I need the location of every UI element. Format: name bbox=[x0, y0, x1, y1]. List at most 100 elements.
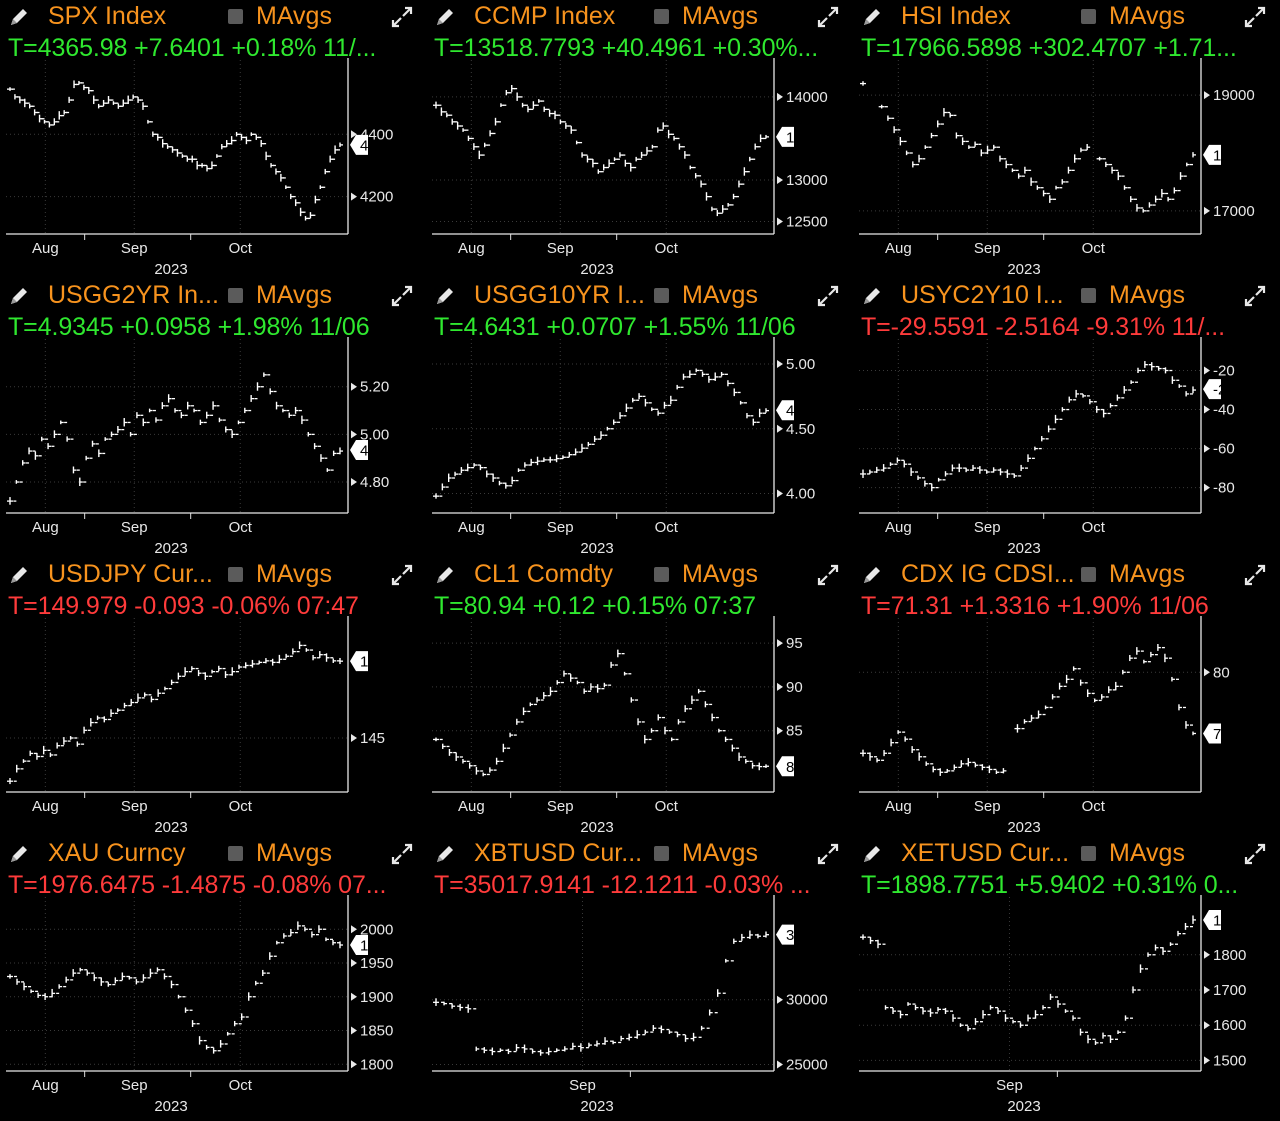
security-title[interactable]: XBTUSD Cur... bbox=[474, 839, 643, 867]
mavgs-label[interactable]: MAvgs bbox=[1109, 2, 1185, 30]
security-title[interactable]: CDX IG CDSI... bbox=[901, 560, 1075, 588]
expand-icon[interactable] bbox=[1242, 841, 1268, 867]
mavgs-label[interactable]: MAvgs bbox=[256, 560, 332, 588]
expand-icon[interactable] bbox=[389, 283, 415, 309]
price-chart: Aug Sep Oct 2023 19000 17000 17966.59 bbox=[859, 58, 1276, 278]
y-tick-label: 90 bbox=[786, 679, 803, 696]
last-price-label: 80.94 bbox=[776, 756, 824, 777]
pencil-icon[interactable] bbox=[434, 843, 456, 865]
security-title[interactable]: SPX Index bbox=[48, 2, 167, 30]
mavgs-checkbox[interactable] bbox=[654, 846, 669, 861]
last-price-label: 13518.78 bbox=[776, 126, 849, 147]
x-tick-label: Sep bbox=[974, 798, 1001, 815]
last-price-label: 71.31 bbox=[1203, 723, 1251, 744]
year-label: 2023 bbox=[154, 819, 187, 836]
mavgs-checkbox[interactable] bbox=[654, 9, 669, 24]
chart-panel: USYC2Y10 I... MAvgs T=-29.5591 -2.5164 -9.… bbox=[853, 279, 1277, 557]
year-label: 2023 bbox=[1007, 819, 1040, 836]
last-price-label: 17966.59 bbox=[1203, 144, 1276, 165]
expand-icon[interactable] bbox=[815, 283, 841, 309]
mavgs-checkbox[interactable] bbox=[228, 288, 243, 303]
expand-icon[interactable] bbox=[815, 841, 841, 867]
y-tick-mark bbox=[777, 217, 783, 226]
y-tick-label: 5.20 bbox=[360, 379, 389, 396]
mavgs-label[interactable]: MAvgs bbox=[682, 2, 758, 30]
price-chart: Aug Sep Oct 2023 2000 1950 1900 1850 1800 1976.65 bbox=[6, 895, 414, 1115]
mavgs-checkbox[interactable] bbox=[1081, 567, 1096, 582]
mavgs-label[interactable]: MAvgs bbox=[1109, 839, 1185, 867]
mavgs-label[interactable]: MAvgs bbox=[682, 560, 758, 588]
pencil-icon[interactable] bbox=[8, 564, 30, 586]
svg-text:13518.78: 13518.78 bbox=[786, 129, 849, 146]
pencil-icon[interactable] bbox=[861, 285, 883, 307]
mavgs-checkbox[interactable] bbox=[654, 288, 669, 303]
mavgs-label[interactable]: MAvgs bbox=[682, 839, 758, 867]
mavgs-checkbox[interactable] bbox=[228, 846, 243, 861]
expand-icon[interactable] bbox=[389, 562, 415, 588]
pencil-icon[interactable] bbox=[434, 564, 456, 586]
y-tick-label: 4.00 bbox=[786, 486, 815, 503]
mavgs-checkbox[interactable] bbox=[1081, 846, 1096, 861]
x-tick-label: Aug bbox=[32, 240, 59, 257]
price-chart: Aug Sep Oct 2023 145 149.98 bbox=[6, 616, 406, 836]
chart-panel: XBTUSD Cur... MAvgs T=35017.9141 -12.1211 … bbox=[426, 837, 850, 1115]
mavgs-label[interactable]: MAvgs bbox=[682, 281, 758, 309]
security-title[interactable]: USGG10YR I... bbox=[474, 281, 645, 309]
year-label: 2023 bbox=[580, 540, 613, 557]
expand-icon[interactable] bbox=[815, 562, 841, 588]
y-tick-label: 19000 bbox=[1213, 87, 1255, 104]
security-title[interactable]: USGG2YR In... bbox=[48, 281, 219, 309]
y-tick-mark bbox=[351, 925, 357, 934]
security-title[interactable]: HSI Index bbox=[901, 2, 1011, 30]
expand-icon[interactable] bbox=[815, 4, 841, 30]
mavgs-checkbox[interactable] bbox=[654, 567, 669, 582]
expand-icon[interactable] bbox=[389, 4, 415, 30]
panel-header: XAU Curncy MAvgs bbox=[0, 837, 424, 871]
pencil-icon[interactable] bbox=[434, 6, 456, 28]
expand-icon[interactable] bbox=[1242, 283, 1268, 309]
y-tick-label: 1850 bbox=[360, 1023, 393, 1040]
x-tick-label: Oct bbox=[229, 240, 253, 257]
panel-header: XETUSD Cur... MAvgs bbox=[853, 837, 1277, 871]
mavgs-checkbox[interactable] bbox=[1081, 9, 1096, 24]
security-title[interactable]: XETUSD Cur... bbox=[901, 839, 1070, 867]
expand-icon[interactable] bbox=[389, 841, 415, 867]
expand-icon[interactable] bbox=[1242, 4, 1268, 30]
y-tick-mark bbox=[777, 682, 783, 691]
mavgs-label[interactable]: MAvgs bbox=[1109, 560, 1185, 588]
security-title[interactable]: USDJPY Cur... bbox=[48, 560, 213, 588]
mavgs-label[interactable]: MAvgs bbox=[256, 2, 332, 30]
pencil-icon[interactable] bbox=[8, 6, 30, 28]
expand-icon[interactable] bbox=[1242, 562, 1268, 588]
mavgs-label[interactable]: MAvgs bbox=[256, 839, 332, 867]
mavgs-checkbox[interactable] bbox=[228, 567, 243, 582]
panel-header: HSI Index MAvgs bbox=[853, 0, 1277, 34]
mavgs-label[interactable]: MAvgs bbox=[256, 281, 332, 309]
y-tick-mark bbox=[1204, 91, 1210, 100]
panel-header: USYC2Y10 I... MAvgs bbox=[853, 279, 1277, 313]
mavgs-label[interactable]: MAvgs bbox=[1109, 281, 1185, 309]
x-tick-label: Aug bbox=[885, 798, 912, 815]
x-tick-label: Aug bbox=[32, 798, 59, 815]
y-tick-label: 1800 bbox=[360, 1056, 393, 1073]
y-tick-label: 12500 bbox=[786, 214, 828, 231]
pencil-icon[interactable] bbox=[8, 285, 30, 307]
x-tick-label: Aug bbox=[458, 798, 485, 815]
security-title[interactable]: USYC2Y10 I... bbox=[901, 281, 1064, 309]
chart-panel: CDX IG CDSI... MAvgs T=71.31 +1.3316 +1.90… bbox=[853, 558, 1277, 836]
pencil-icon[interactable] bbox=[434, 285, 456, 307]
svg-text:4.6431: 4.6431 bbox=[786, 403, 832, 420]
security-title[interactable]: XAU Curncy bbox=[48, 839, 186, 867]
y-tick-label: 5.00 bbox=[360, 426, 389, 443]
pencil-icon[interactable] bbox=[861, 843, 883, 865]
mavgs-checkbox[interactable] bbox=[1081, 288, 1096, 303]
pencil-icon[interactable] bbox=[861, 6, 883, 28]
security-title[interactable]: CCMP Index bbox=[474, 2, 616, 30]
price-chart: Aug Sep Oct 2023 14000 13000 12500 13518.78 bbox=[432, 58, 849, 278]
security-title[interactable]: CL1 Comdty bbox=[474, 560, 613, 588]
mavgs-checkbox[interactable] bbox=[228, 9, 243, 24]
pencil-icon[interactable] bbox=[8, 843, 30, 865]
pencil-icon[interactable] bbox=[861, 564, 883, 586]
svg-text:35018.41: 35018.41 bbox=[786, 927, 849, 944]
y-tick-label: 1900 bbox=[360, 989, 393, 1006]
